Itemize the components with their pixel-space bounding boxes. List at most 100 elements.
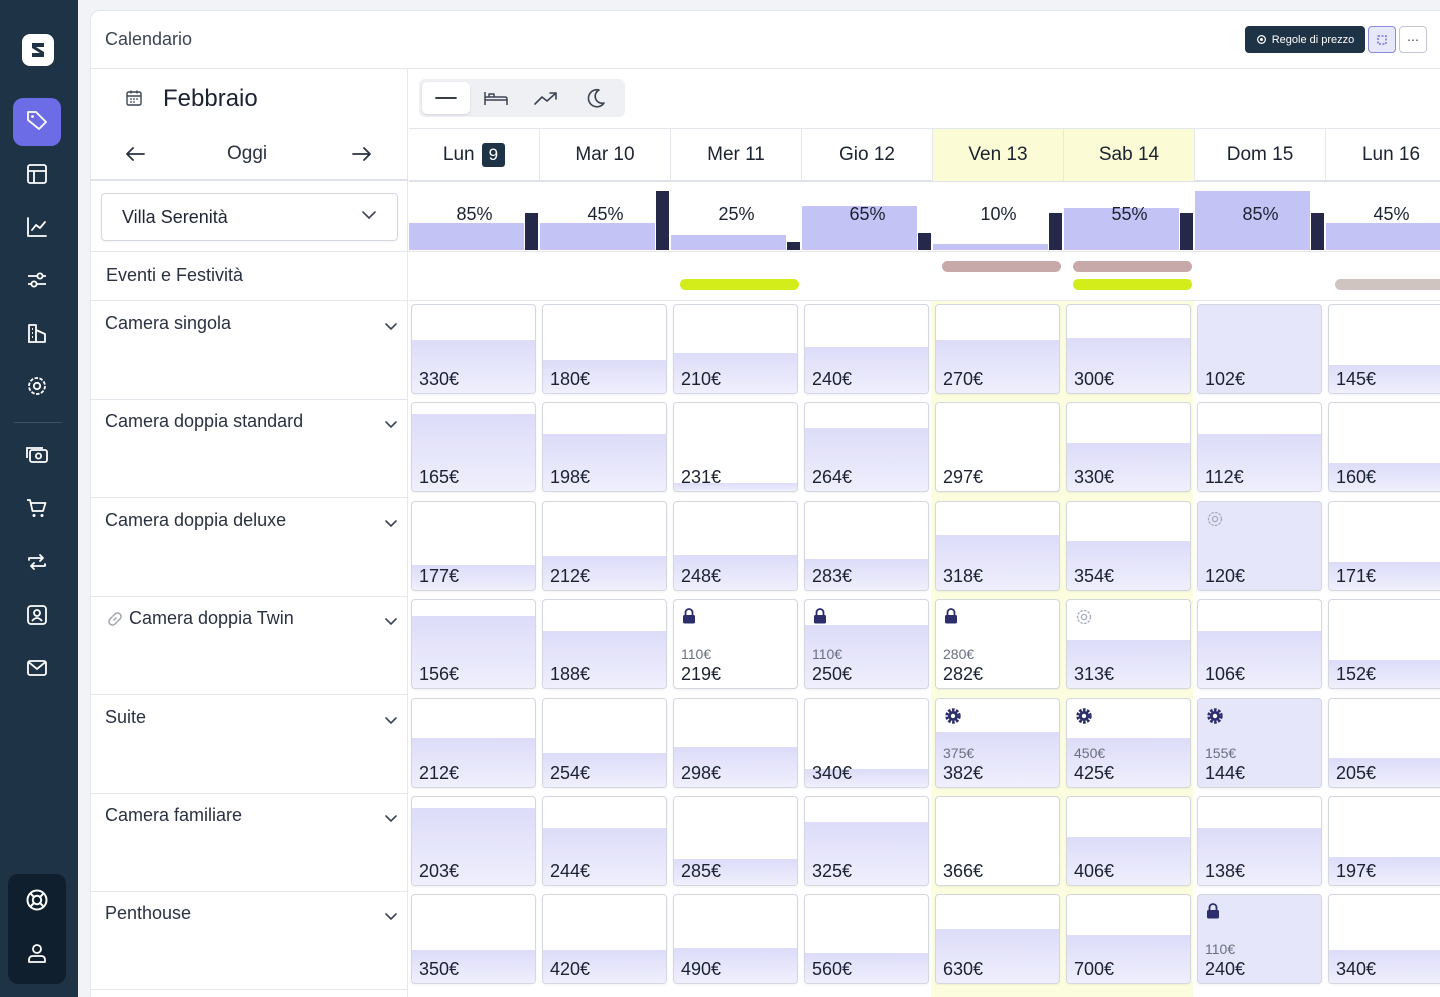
price-cell[interactable]: 254€ bbox=[542, 697, 667, 788]
event-bar[interactable] bbox=[1073, 279, 1192, 290]
sidebar-item-contacts[interactable] bbox=[13, 593, 61, 641]
price-cell[interactable]: 248€ bbox=[673, 500, 798, 591]
price-cell[interactable]: 264€ bbox=[804, 402, 929, 493]
price-cell[interactable]: 165€ bbox=[411, 402, 536, 493]
price-cell[interactable]: 180€ bbox=[542, 304, 667, 394]
tab-default-view[interactable] bbox=[422, 82, 470, 114]
price-cell[interactable]: 152€ bbox=[1328, 599, 1440, 690]
sidebar-item-sync[interactable] bbox=[13, 540, 61, 588]
price-cell[interactable]: 244€ bbox=[542, 796, 667, 886]
price-cell[interactable]: 318€ bbox=[935, 500, 1060, 591]
price-cell[interactable]: 330€ bbox=[1066, 402, 1191, 493]
price-rules-button[interactable]: Regole di prezzo bbox=[1245, 26, 1365, 53]
sidebar-item-analytics[interactable] bbox=[13, 205, 61, 253]
room-type-row[interactable]: Penthouse bbox=[91, 892, 408, 991]
grid-view-button[interactable] bbox=[1368, 26, 1396, 53]
price-cell[interactable]: 340€ bbox=[1328, 894, 1440, 985]
chevron-down-icon[interactable] bbox=[384, 318, 398, 336]
sidebar-item-payments[interactable] bbox=[13, 433, 61, 481]
price-cell[interactable]: 340€ bbox=[804, 697, 929, 788]
price-cell[interactable]: 280€ 282€ bbox=[935, 599, 1060, 690]
price-cell[interactable]: 283€ bbox=[804, 500, 929, 591]
next-arrow-icon[interactable] bbox=[349, 141, 375, 167]
price-cell[interactable]: 155€ 144€ bbox=[1197, 697, 1322, 788]
chevron-down-icon[interactable] bbox=[384, 810, 398, 828]
price-cell[interactable]: 313€ bbox=[1066, 599, 1191, 690]
sidebar-item-config[interactable] bbox=[13, 364, 61, 412]
price-cell[interactable]: 171€ bbox=[1328, 500, 1440, 591]
price-cell[interactable]: 120€ bbox=[1197, 500, 1322, 591]
price-cell[interactable]: 112€ bbox=[1197, 402, 1322, 493]
room-type-row[interactable]: Suite bbox=[91, 696, 408, 794]
chevron-down-icon[interactable] bbox=[384, 613, 398, 631]
price-cell[interactable]: 212€ bbox=[411, 697, 536, 788]
price-cell[interactable]: 188€ bbox=[542, 599, 667, 690]
app-logo[interactable] bbox=[22, 34, 54, 66]
sidebar-item-messages[interactable] bbox=[13, 646, 61, 694]
day-header[interactable]: Gio 12 bbox=[802, 129, 933, 181]
sidebar-item-cart[interactable] bbox=[13, 486, 61, 534]
price-cell[interactable]: 406€ bbox=[1066, 796, 1191, 886]
price-cell[interactable]: 366€ bbox=[935, 796, 1060, 886]
sidebar-item-property[interactable] bbox=[13, 311, 61, 359]
price-cell[interactable]: 110€ 250€ bbox=[804, 599, 929, 690]
price-cell[interactable]: 490€ bbox=[673, 894, 798, 985]
price-cell[interactable]: 203€ bbox=[411, 796, 536, 886]
price-cell[interactable]: 138€ bbox=[1197, 796, 1322, 886]
day-header[interactable]: Lun 16 bbox=[1326, 129, 1440, 181]
price-cell[interactable]: 212€ bbox=[542, 500, 667, 591]
chevron-down-icon[interactable] bbox=[384, 908, 398, 926]
sidebar-item-layout[interactable] bbox=[13, 152, 61, 200]
sidebar-item-support[interactable] bbox=[13, 878, 61, 926]
price-cell[interactable]: 210€ bbox=[673, 304, 798, 394]
chevron-down-icon[interactable] bbox=[384, 515, 398, 533]
room-type-row[interactable]: Camera doppia Twin bbox=[91, 597, 408, 696]
price-cell[interactable]: 106€ bbox=[1197, 599, 1322, 690]
property-select[interactable]: Villa Serenità bbox=[101, 193, 398, 241]
price-cell[interactable]: 298€ bbox=[673, 697, 798, 788]
room-type-row[interactable]: Camera doppia deluxe bbox=[91, 499, 408, 597]
day-header[interactable]: Dom 15 bbox=[1195, 129, 1326, 181]
price-cell[interactable]: 160€ bbox=[1328, 402, 1440, 493]
price-cell[interactable]: 560€ bbox=[804, 894, 929, 985]
chevron-down-icon[interactable] bbox=[384, 416, 398, 434]
sidebar-item-pricing[interactable] bbox=[13, 98, 61, 146]
price-cell[interactable]: 270€ bbox=[935, 304, 1060, 394]
price-cell[interactable]: 205€ bbox=[1328, 697, 1440, 788]
price-cell[interactable]: 325€ bbox=[804, 796, 929, 886]
sidebar-item-account[interactable] bbox=[13, 931, 61, 979]
price-cell[interactable]: 240€ bbox=[804, 304, 929, 394]
event-bar[interactable] bbox=[1073, 261, 1192, 272]
sidebar-item-settings-sliders[interactable] bbox=[13, 258, 61, 306]
price-cell[interactable]: 177€ bbox=[411, 500, 536, 591]
price-cell[interactable]: 110€ 240€ bbox=[1197, 894, 1322, 985]
room-type-row[interactable]: Camera doppia standard bbox=[91, 400, 408, 499]
event-bar[interactable] bbox=[942, 261, 1061, 272]
tab-availability-view[interactable] bbox=[472, 82, 520, 114]
price-cell[interactable]: 450€ 425€ bbox=[1066, 697, 1191, 788]
today-button[interactable]: Oggi bbox=[227, 143, 268, 164]
price-cell[interactable]: 102€ bbox=[1197, 304, 1322, 394]
price-cell[interactable]: 350€ bbox=[411, 894, 536, 985]
room-type-row[interactable]: Camera familiare bbox=[91, 794, 408, 892]
price-cell[interactable]: 231€ bbox=[673, 402, 798, 493]
event-bar[interactable] bbox=[1335, 279, 1440, 290]
previous-arrow-icon[interactable] bbox=[122, 141, 148, 167]
price-cell[interactable]: 700€ bbox=[1066, 894, 1191, 985]
tab-trends-view[interactable] bbox=[522, 82, 570, 114]
price-cell[interactable]: 198€ bbox=[542, 402, 667, 493]
price-cell[interactable]: 285€ bbox=[673, 796, 798, 886]
price-cell[interactable]: 145€ bbox=[1328, 304, 1440, 394]
day-header[interactable]: Ven 13 bbox=[933, 129, 1064, 181]
price-cell[interactable]: 297€ bbox=[935, 402, 1060, 493]
day-header[interactable]: Lun 9 bbox=[409, 129, 540, 181]
more-options-button[interactable]: ⋯ bbox=[1399, 26, 1427, 53]
day-header[interactable]: Sab 14 bbox=[1064, 129, 1195, 181]
price-cell[interactable]: 630€ bbox=[935, 894, 1060, 985]
event-bar[interactable] bbox=[680, 279, 799, 290]
price-cell[interactable]: 300€ bbox=[1066, 304, 1191, 394]
price-cell[interactable]: 330€ bbox=[411, 304, 536, 394]
price-cell[interactable]: 375€ 382€ bbox=[935, 697, 1060, 788]
chevron-down-icon[interactable] bbox=[384, 712, 398, 730]
price-cell[interactable]: 110€ 219€ bbox=[673, 599, 798, 690]
